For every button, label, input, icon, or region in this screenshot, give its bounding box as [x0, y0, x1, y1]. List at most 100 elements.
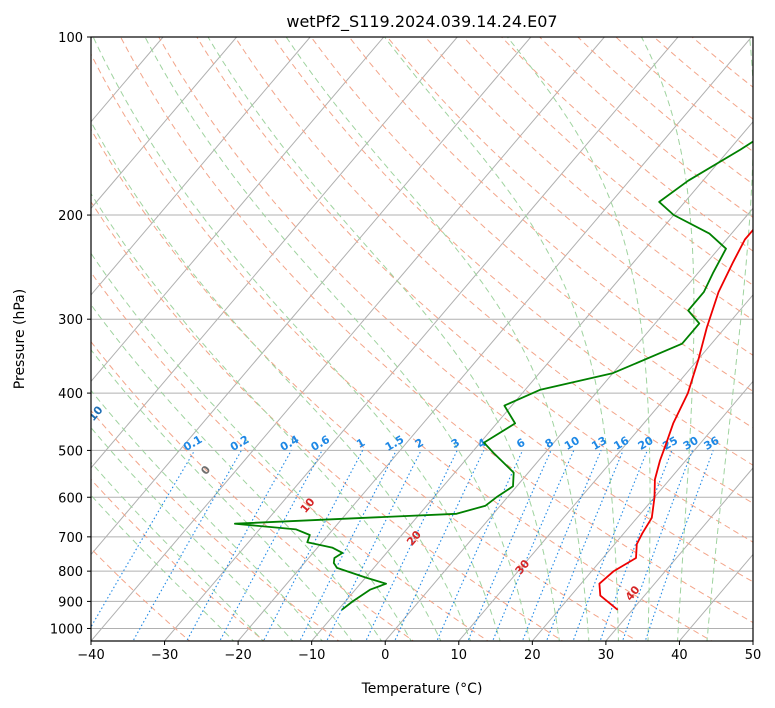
x-tick-label: 0	[381, 648, 389, 663]
isotherm-line	[605, 467, 753, 641]
y-axis-label: Pressure (hPa)	[12, 289, 28, 389]
dry-adiabat-line	[91, 409, 340, 641]
sounding-series-line	[234, 140, 753, 611]
isotherm-line	[531, 380, 753, 641]
mixing-ratio-label: 8	[543, 436, 556, 451]
mixing-ratio-line	[262, 450, 364, 641]
moist-adiabat-line	[207, 37, 560, 641]
moist-adiabat-line	[640, 37, 695, 641]
mixing-ratio-line	[365, 450, 458, 641]
sounding-series	[234, 140, 753, 611]
dry-adiabat-line	[91, 271, 489, 641]
mixing-ratio-label: 6	[514, 436, 527, 451]
isotherm-line	[237, 37, 752, 641]
mixing-ratio-label: 2	[413, 436, 426, 451]
mixing-ratio-line	[521, 450, 602, 641]
moist-adiabat-line	[91, 389, 323, 641]
y-tick-label: 100	[58, 31, 83, 46]
x-axis-ticks: −40 −30 −20 −10 0 10 20 30 40 50	[77, 641, 761, 663]
x-tick-label: −10	[298, 648, 325, 663]
moist-adiabat-line	[383, 37, 619, 641]
dry-adiabat-line	[348, 37, 753, 392]
mixing-ratio-line	[492, 450, 575, 641]
moist-adiabat-line	[91, 252, 412, 641]
dry-adiabat-line	[120, 37, 753, 624]
x-axis-label: Temperature (°C)	[361, 681, 483, 697]
isotherm-line	[91, 37, 532, 556]
isotherm-line	[91, 37, 385, 383]
dry-adiabat-label: 20	[404, 528, 424, 548]
mixing-ratio-lines	[91, 450, 714, 641]
dry-adiabat-line	[272, 37, 753, 466]
x-tick-label: 30	[598, 648, 615, 663]
moist-adiabat-line	[706, 37, 753, 641]
x-tick-label: 10	[451, 648, 468, 663]
mixing-ratio-line	[546, 450, 624, 641]
mixing-ratio-line	[572, 450, 648, 641]
mixing-ratio-line	[91, 450, 196, 629]
mixing-ratio-line	[299, 450, 397, 641]
y-tick-label: 200	[58, 209, 83, 224]
moist-adiabat-line	[91, 461, 264, 641]
mixing-ratio-line	[219, 450, 323, 641]
isotherm-line	[164, 37, 679, 641]
sounding-series-line	[598, 228, 753, 611]
moist-adiabats	[91, 37, 753, 641]
mixing-ratio-label: 3	[449, 436, 462, 451]
plot-area: 0.10.20.40.611.52346810131620253036-100-…	[91, 37, 753, 641]
isotherms	[91, 37, 753, 641]
pressure-gridlines	[91, 37, 753, 629]
x-tick-label: −40	[77, 648, 104, 663]
dry-adiabat-line	[615, 37, 753, 153]
dry-adiabat-line	[91, 547, 191, 641]
mixing-ratio-line	[599, 450, 673, 641]
moist-adiabat-line	[506, 37, 651, 641]
dry-adiabat-line	[91, 341, 415, 641]
dry-adiabat-line	[234, 37, 753, 504]
plot-frame	[90, 36, 754, 642]
x-tick-label: −20	[224, 648, 251, 663]
dry-adiabat-line	[310, 37, 753, 429]
mixing-ratio-line	[622, 450, 694, 641]
y-tick-label: 800	[58, 565, 83, 580]
mixing-ratio-line	[394, 450, 485, 641]
isotherm-line	[91, 37, 311, 296]
moist-adiabat-line	[92, 37, 501, 641]
x-tick-label: 20	[524, 648, 541, 663]
isotherm-line	[384, 207, 753, 641]
dry-adiabat-line	[91, 478, 266, 641]
y-tick-label: 600	[58, 491, 83, 506]
y-tick-label: 900	[58, 595, 83, 610]
isotherm-line	[91, 37, 238, 210]
y-tick-label: 400	[58, 387, 83, 402]
dry-adiabat-line	[91, 128, 639, 641]
chart-title: wetPf2_S119.2024.039.14.24.E07	[286, 12, 557, 32]
mixing-ratio-line	[644, 450, 714, 641]
dry-adiabat-line	[539, 37, 753, 218]
moist-adiabat-line	[91, 120, 472, 641]
moist-adiabat-line	[91, 494, 235, 641]
y-axis-ticks: 100 200 300 400 500 600 700 800 900 1000	[50, 31, 91, 637]
isotherm-line	[458, 294, 753, 641]
moist-adiabat-line	[91, 192, 442, 641]
isotherm-line	[752, 640, 753, 641]
mixing-ratio-line	[185, 450, 292, 641]
moist-adiabat-line	[91, 349, 353, 641]
dry-adiabat-line	[577, 37, 753, 185]
x-tick-label: 40	[671, 648, 688, 663]
dry-adiabat-line	[196, 37, 753, 543]
dry-adiabats	[91, 37, 753, 641]
y-tick-label: 700	[58, 531, 83, 546]
dry-adiabat-line	[91, 200, 564, 641]
y-tick-label: 1000	[50, 622, 83, 637]
dry-adiabat-line	[653, 37, 753, 120]
dry-adiabat-line	[462, 37, 753, 286]
x-tick-label: 50	[745, 648, 762, 663]
moist-adiabat-line	[144, 37, 531, 641]
dry-adiabat-line	[386, 37, 753, 356]
y-tick-label: 300	[58, 313, 83, 328]
mixing-ratio-label: 4	[475, 436, 488, 451]
moist-adiabat-line	[285, 37, 590, 641]
isotherm-line	[91, 37, 458, 469]
